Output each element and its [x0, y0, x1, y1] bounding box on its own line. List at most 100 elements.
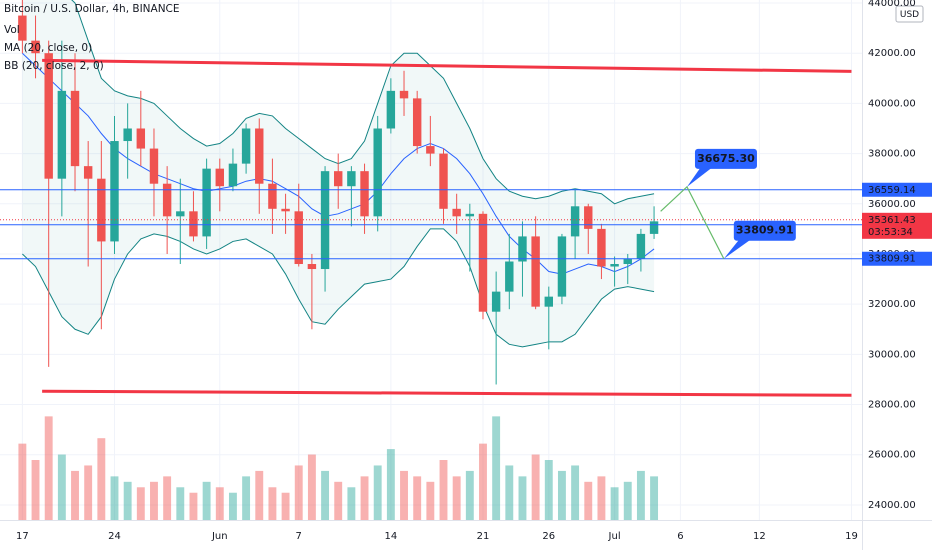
- indicator: BB (20, close, 2, 0): [4, 60, 104, 72]
- volume-bar: [413, 476, 422, 520]
- candle-body: [544, 296, 553, 307]
- x-tick-label: 12: [753, 531, 766, 542]
- price-tag: [862, 251, 932, 266]
- candle-body: [347, 171, 356, 187]
- currency-box[interactable]: [895, 5, 924, 23]
- legend: Bitcoin / U.S. Dollar, 4h, BINANCE Vol M…: [4, 3, 180, 72]
- candle-body: [97, 178, 106, 242]
- candle-body: [110, 141, 119, 242]
- callout-box: [694, 148, 757, 169]
- candle-body: [386, 90, 396, 129]
- y-tick-label: 26000.00: [868, 450, 916, 461]
- volume-bar: [136, 487, 145, 520]
- callout-box: [733, 220, 796, 241]
- candle-body: [57, 90, 67, 179]
- candle-body: [162, 183, 172, 217]
- candle-body: [570, 206, 580, 237]
- candle-body: [360, 171, 369, 217]
- volume-bar: [571, 465, 580, 520]
- volume-bar: [650, 476, 659, 520]
- candle-body: [31, 40, 40, 54]
- candle-body: [281, 208, 290, 212]
- candle-body: [610, 264, 619, 267]
- volume-bar: [518, 476, 527, 520]
- callout-pointer: [686, 166, 713, 187]
- volume-bar: [44, 416, 53, 520]
- countdown: 03:53:34: [868, 227, 913, 238]
- volume-bar: [163, 476, 172, 520]
- volume-bar: [597, 476, 606, 520]
- candle-body: [18, 15, 27, 41]
- y-tick-label: 38000.00: [868, 149, 916, 160]
- x-tick-label: 6: [677, 531, 683, 542]
- candle-body: [557, 236, 567, 297]
- price-tag-label: 33809.91: [868, 254, 916, 265]
- x-tick-label: 14: [384, 531, 397, 542]
- candle-body: [83, 166, 93, 179]
- trendline: [42, 58, 852, 73]
- volume-bar: [360, 476, 369, 520]
- volume-bar: [531, 454, 540, 520]
- candle-body: [70, 90, 80, 167]
- volume-bar: [189, 492, 198, 520]
- candle-body: [584, 206, 593, 229]
- symbol: Bitcoin / U.S. Dollar, 4h, BINANCE: [4, 3, 180, 15]
- candle-body: [636, 233, 646, 259]
- volume-bar: [202, 481, 211, 520]
- candle-body: [44, 53, 53, 179]
- candle-body: [623, 258, 632, 265]
- volume-bar: [544, 460, 553, 520]
- volume-bar: [636, 470, 645, 520]
- candle-body: [176, 211, 185, 217]
- y-tick-label: 28000.00: [868, 400, 916, 411]
- y-tick-label: 40000.00: [868, 98, 916, 109]
- volume-bar: [426, 481, 435, 520]
- candle-body: [439, 153, 448, 209]
- volume-bar: [228, 492, 237, 520]
- candle-body: [399, 90, 409, 99]
- volume-bar: [294, 465, 303, 520]
- y-tick-label: 42000.00: [868, 48, 916, 59]
- volume-bar: [242, 476, 251, 520]
- volume-bar: [347, 487, 356, 520]
- callout-pointer: [723, 238, 752, 259]
- volume-bar: [110, 476, 119, 520]
- volume-bar: [57, 454, 66, 520]
- volume-bar: [84, 465, 93, 520]
- candle-body: [136, 128, 146, 149]
- indicator: Vol: [4, 24, 20, 36]
- volume-bar: [386, 449, 395, 520]
- x-tick-label: 24: [108, 531, 121, 542]
- candle-body: [478, 213, 488, 312]
- x-tick-label: 7: [296, 531, 302, 542]
- last-price-label: 35361.43: [868, 215, 916, 226]
- candle-body: [505, 261, 514, 292]
- volume-bar: [307, 454, 316, 520]
- price-tag-label: 36559.14: [868, 185, 916, 196]
- candle-body: [597, 228, 606, 267]
- volume-bar: [610, 487, 619, 520]
- volume-bar: [452, 476, 461, 520]
- candle-body: [189, 211, 198, 237]
- volume-bar: [465, 470, 474, 520]
- price-tag: [862, 182, 932, 197]
- candle-body: [452, 208, 461, 217]
- volume-bar: [557, 470, 566, 520]
- volume-bar: [71, 470, 79, 520]
- x-tick-label: 21: [477, 531, 490, 542]
- y-tick-label: 36000.00: [868, 199, 916, 210]
- candle-body: [215, 168, 224, 187]
- trendline: [42, 389, 852, 397]
- candle-body: [320, 171, 330, 270]
- candle-body: [307, 264, 317, 270]
- candle-body: [518, 236, 527, 262]
- volume-bar: [439, 460, 448, 520]
- volume-bar: [176, 487, 185, 520]
- volume-bar: [505, 465, 514, 520]
- candle-body: [531, 236, 540, 307]
- candle-body: [373, 128, 382, 217]
- candle-body: [241, 128, 251, 164]
- candle-body: [649, 221, 659, 234]
- projection-path: [660, 185, 725, 260]
